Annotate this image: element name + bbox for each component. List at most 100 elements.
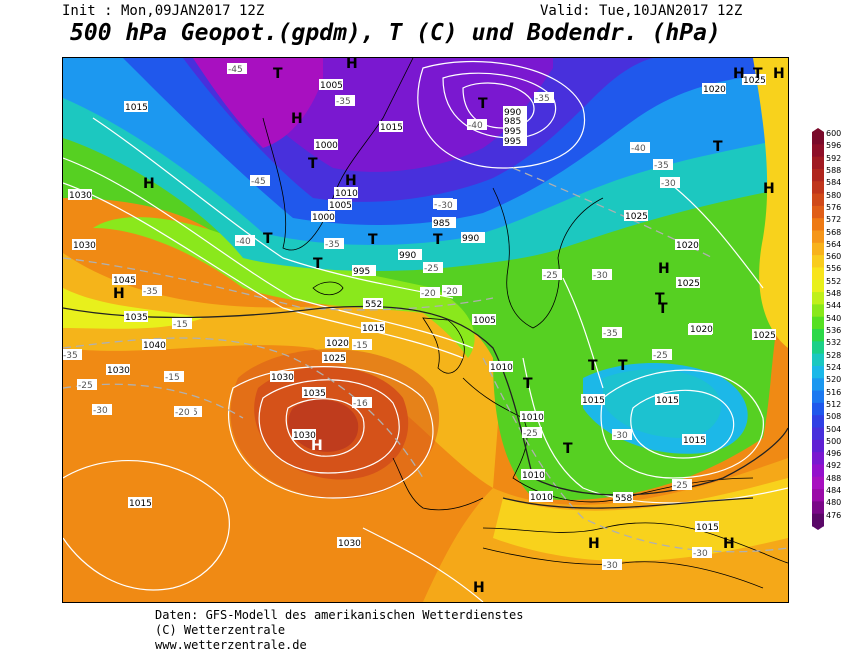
color-scale-swatch xyxy=(812,132,824,145)
temperature-label: -35 xyxy=(603,329,618,339)
high-pressure-marker: H xyxy=(291,111,303,127)
color-scale-swatch xyxy=(812,452,824,465)
pressure-label-bg xyxy=(461,232,485,243)
temperature-label: -30 xyxy=(593,271,608,281)
color-scale-swatch xyxy=(812,378,824,392)
coastlines xyxy=(262,58,788,589)
pressure-label: 1015 xyxy=(129,499,152,509)
pressure-label-bg xyxy=(302,387,326,398)
scale-tick-label: 524 xyxy=(826,362,842,372)
pressure-label: 1015 xyxy=(362,324,385,334)
temperature-label-bg xyxy=(352,339,372,350)
color-scale-swatch xyxy=(812,292,824,305)
pressure-label-bg xyxy=(319,79,343,90)
temperature-label-bg xyxy=(423,262,443,273)
color-scale-swatch xyxy=(812,218,824,231)
pressure-label-bg xyxy=(521,469,545,480)
scale-tick-label: 600 xyxy=(826,129,842,138)
pressure-label: 1015 xyxy=(125,103,148,113)
temperature-label-bg xyxy=(602,327,622,338)
pressure-label-bg xyxy=(489,361,513,372)
temperature-label-bg xyxy=(652,349,672,360)
pressure-label-bg xyxy=(334,187,358,198)
high-markers: H H H H H H H H H H H H H xyxy=(113,58,785,596)
scale-tick-label: 484 xyxy=(826,486,842,496)
temperature-label-bg xyxy=(534,92,554,103)
scale-tick-label: 552 xyxy=(826,276,842,286)
valid-time: Valid: Tue,10JAN2017 12Z xyxy=(540,3,743,19)
color-scale-swatch xyxy=(812,279,824,293)
pressure-label: 1030 xyxy=(73,241,96,251)
temperature-label-bg xyxy=(653,159,673,170)
scale-tick-label: 532 xyxy=(826,338,842,348)
pressure-label: 1015 xyxy=(696,523,719,533)
pressure-labels: 1015100510001010100599098599599599010151… xyxy=(68,74,776,549)
field-purple xyxy=(193,58,323,148)
field-red-inner xyxy=(230,349,440,500)
scale-tick-label: 580 xyxy=(826,190,842,200)
temperature-label: -35 xyxy=(63,351,78,361)
temperature-label: -25 xyxy=(653,351,668,361)
scale-tick-label: 592 xyxy=(826,153,842,163)
pressure-label: 1005 xyxy=(320,81,343,91)
scale-tick-label: 576 xyxy=(826,202,842,212)
color-scale-swatch xyxy=(812,230,824,244)
pressure-label: 1025 xyxy=(753,331,776,341)
high-pressure-marker: H xyxy=(473,580,485,596)
high-pressure-marker: H xyxy=(345,173,357,189)
pressure-label-bg xyxy=(337,537,361,548)
pressure-label: 1015 xyxy=(656,396,679,406)
map-svg: 1015100510001010100599098599599599010151… xyxy=(63,58,788,602)
scale-tick-label: 500 xyxy=(826,436,842,446)
pressure-label: 1025 xyxy=(677,279,700,289)
low-pressure-marker: T xyxy=(368,232,378,248)
color-scale-swatch xyxy=(812,316,824,330)
geopot-contours xyxy=(63,305,788,509)
low-pressure-marker: T xyxy=(658,301,668,317)
weather-map: 1015 1005 1000 1010 1005 990 985 995 995 990 1015 1… xyxy=(62,57,789,603)
pressure-label-bg xyxy=(655,394,679,405)
color-scale-swatch xyxy=(812,144,824,158)
temperature-label: -35 xyxy=(143,287,158,297)
color-scale-swatch xyxy=(812,168,824,182)
pressure-label: 1040 xyxy=(143,341,166,351)
scale-tick-label: 588 xyxy=(826,165,842,175)
color-scale-swatch xyxy=(812,439,824,453)
pressure-label: 1030 xyxy=(338,539,361,549)
low-pressure-marker: T xyxy=(618,358,628,374)
low-pressure-marker: T xyxy=(713,139,723,155)
high-pressure-marker: H xyxy=(763,181,775,197)
pressure-label: 1045 xyxy=(113,276,136,286)
scale-tick-label: 528 xyxy=(826,350,842,360)
temperature-label: -25 xyxy=(78,381,93,391)
pressure-label: 1020 xyxy=(326,339,349,349)
pressure-label: 1010 xyxy=(335,189,358,199)
pressure-label: 990 xyxy=(399,251,416,261)
scale-tick-label: 540 xyxy=(826,313,842,323)
color-scale-swatch xyxy=(812,501,824,515)
pressure-label: 985 xyxy=(433,219,450,229)
pressure-label-bg xyxy=(624,210,648,221)
pressure-label: 1010 xyxy=(522,471,545,481)
low-pressure-marker: T xyxy=(753,66,763,82)
pressure-label-bg xyxy=(292,429,316,440)
color-scale-swatch xyxy=(812,390,824,404)
pressure-label-bg xyxy=(675,239,699,250)
field-yellow-belt xyxy=(493,478,788,562)
pressure-label: 1015 xyxy=(380,123,403,133)
field-lightgreen xyxy=(93,217,475,358)
scale-tick-label: 568 xyxy=(826,227,842,237)
coast-iceland xyxy=(312,281,344,296)
pressure-label-bg xyxy=(311,211,335,222)
temperature-label-bg xyxy=(542,269,562,280)
low-pressure-marker: T xyxy=(563,441,573,457)
pressure-label-bg xyxy=(328,199,352,210)
temperature-label-bg xyxy=(92,404,112,415)
scale-tick-label: 492 xyxy=(826,461,842,471)
pressure-label-bg xyxy=(361,322,385,333)
pressure-label-bg xyxy=(142,339,166,350)
temperature-label-bg xyxy=(437,199,457,210)
pressure-label: 1000 xyxy=(315,141,338,151)
scale-tick-label: 480 xyxy=(826,498,842,508)
